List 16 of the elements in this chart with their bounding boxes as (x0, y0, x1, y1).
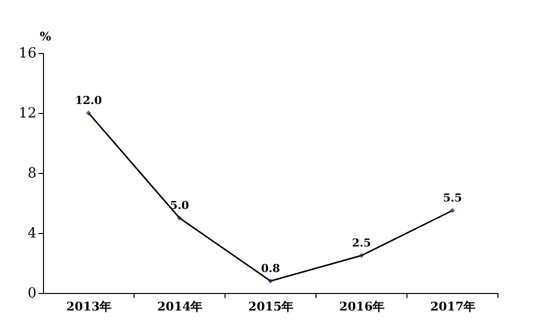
y-tick-label: 4 (28, 226, 37, 242)
y-tick-label: 12 (18, 106, 36, 122)
y-tick-label: 0 (28, 286, 36, 302)
data-label: 5.5 (442, 192, 462, 204)
data-label: 0.8 (260, 262, 280, 275)
x-tick-label: 2015年 (248, 300, 294, 314)
data-label: 12.0 (75, 94, 102, 107)
x-tick-label: 2014年 (157, 300, 203, 314)
y-tick-label: 8 (28, 166, 36, 182)
x-tick-label: 2016年 (339, 300, 385, 314)
y-axis-title: % (40, 30, 52, 44)
x-tick-label: 2013年 (66, 300, 112, 314)
x-tick-label: 2017年 (430, 300, 476, 314)
data-label: 5.0 (170, 199, 190, 212)
y-tick-label: 16 (18, 46, 37, 62)
data-label: 2.5 (352, 236, 372, 250)
